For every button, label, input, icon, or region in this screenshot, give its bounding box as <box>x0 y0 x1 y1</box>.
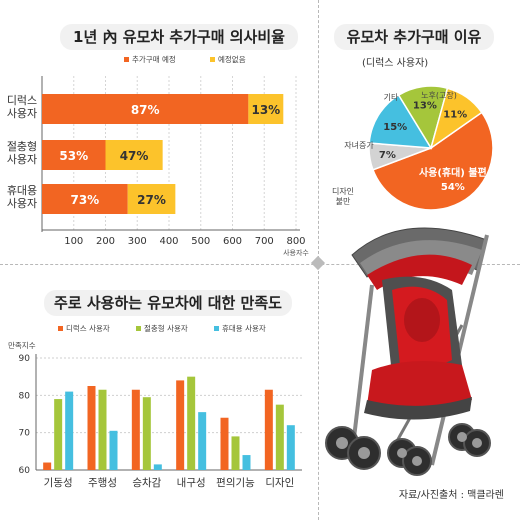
sat-bar-0-1 <box>54 399 63 470</box>
pie-slice-2 <box>368 94 433 149</box>
sat-category-2: 승차감 <box>132 477 161 489</box>
bar-2-1 <box>127 184 176 214</box>
sat-bar-0-2 <box>65 391 74 470</box>
sat-bar-5-1 <box>275 404 284 470</box>
x-tick-6: 700 <box>255 236 274 247</box>
y-tick-1: 70 <box>19 429 31 439</box>
bar-2-0 <box>42 184 128 214</box>
legend3-swatch-2 <box>214 326 219 331</box>
purchase-intent-title: 1년 內 유모차 추가구매 의사비율 <box>60 24 298 50</box>
legend3-label-0: 디럭스 사용자 <box>66 324 110 333</box>
sat-bar-1-2 <box>109 430 118 470</box>
sat-bar-3-1 <box>187 376 196 470</box>
x-tick-5: 600 <box>223 236 242 247</box>
pie-value-1: 7% <box>379 150 396 161</box>
x-tick-3: 400 <box>159 236 178 247</box>
pie-label-4: 노후(고장) <box>421 90 457 100</box>
legend-label-1: 예정없음 <box>218 54 246 64</box>
sat-category-5: 디자인 <box>265 477 294 489</box>
x-tick-7: 800 <box>286 236 305 247</box>
y-axis-label: 만족지수 <box>8 341 36 350</box>
x-tick-1: 200 <box>96 236 115 247</box>
x-tick-0: 100 <box>64 236 83 247</box>
sat-bar-3-2 <box>198 412 207 470</box>
x-tick-4: 500 <box>191 236 210 247</box>
sat-category-0: 기동성 <box>44 477 73 489</box>
sat-category-4: 편의기능 <box>216 476 255 489</box>
purchase-reason-subtitle: (디럭스 사용자) <box>362 58 429 69</box>
pie-slice-4 <box>429 87 483 150</box>
sat-bar-2-1 <box>142 397 151 470</box>
purchase-reason-title: 유모차 추가구매 이유 <box>334 24 494 50</box>
sat-category-1: 주행성 <box>88 477 117 489</box>
pie-label-1: 디자인 불만 <box>332 186 354 206</box>
sat-bar-4-2 <box>242 455 251 470</box>
category-label-0: 디럭스 사용자 <box>7 94 37 120</box>
bar-label-1-1: 47% <box>120 149 149 163</box>
legend3-label-2: 휴대용 사용자 <box>222 324 266 333</box>
y-tick-3: 90 <box>19 354 31 364</box>
bar-1-1 <box>105 140 163 170</box>
bar-label-0-0: 87% <box>131 103 160 117</box>
horizontal-divider <box>0 264 520 265</box>
bar-label-2-1: 27% <box>137 193 166 207</box>
bar-label-0-1: 13% <box>251 103 280 117</box>
x-tick-2: 300 <box>128 236 147 247</box>
legend-label-0: 추가구매 예정 <box>132 54 176 64</box>
pie-label-3: 기타 <box>384 93 399 102</box>
bar-0-1 <box>248 94 284 124</box>
y-tick-2: 80 <box>19 391 31 401</box>
sat-bar-2-2 <box>153 464 162 470</box>
sat-category-3: 내구성 <box>177 477 206 489</box>
bar-1-0 <box>42 140 106 170</box>
stroller-illustration <box>325 227 491 476</box>
bar-0-0 <box>42 94 249 124</box>
category-label-1: 절충형 사용자 <box>7 140 37 166</box>
sat-bar-1-0 <box>87 386 96 470</box>
pie-label-0: 사용(휴대) 불편 <box>419 166 487 179</box>
sat-bar-5-2 <box>286 425 295 470</box>
pie-label-2: 자녀증가 <box>344 141 374 150</box>
legend3-swatch-0 <box>58 326 63 331</box>
category-label-2: 휴대용 사용자 <box>7 184 37 210</box>
bar-label-2-0: 73% <box>70 193 99 207</box>
sat-bar-3-0 <box>176 380 185 470</box>
pie-value-4: 11% <box>443 110 467 121</box>
sat-bar-1-1 <box>98 389 107 470</box>
sat-bar-4-0 <box>220 417 229 470</box>
legend3-label-1: 절충형 사용자 <box>144 324 188 333</box>
legend-swatch-0 <box>124 57 129 62</box>
photo-credit: 자료/사진출처 : 맥클라렌 <box>398 490 504 501</box>
x-axis-label: 사용자수 <box>283 248 309 257</box>
pie-value-0: 54% <box>441 182 465 193</box>
pie-slice-0 <box>371 111 494 211</box>
purchase-reason-pie: 사용(휴대) 불편 54% 7% 디자인 불만 15% 자녀증가 13% 기타 11% 노후(고장) <box>332 85 494 211</box>
bar-label-1-0: 53% <box>59 149 88 163</box>
y-tick-0: 60 <box>19 466 31 476</box>
satisfaction-title: 주로 사용하는 유모차에 대한 만족도 <box>44 290 292 316</box>
sat-bar-0-0 <box>43 462 52 470</box>
sat-bar-5-0 <box>264 389 273 470</box>
legend3-swatch-1 <box>136 326 141 331</box>
sat-bar-4-1 <box>231 436 240 470</box>
legend-swatch-1 <box>210 57 215 62</box>
pie-value-3: 13% <box>413 100 437 111</box>
sat-bar-2-0 <box>131 389 140 470</box>
pie-value-2: 15% <box>383 122 407 133</box>
